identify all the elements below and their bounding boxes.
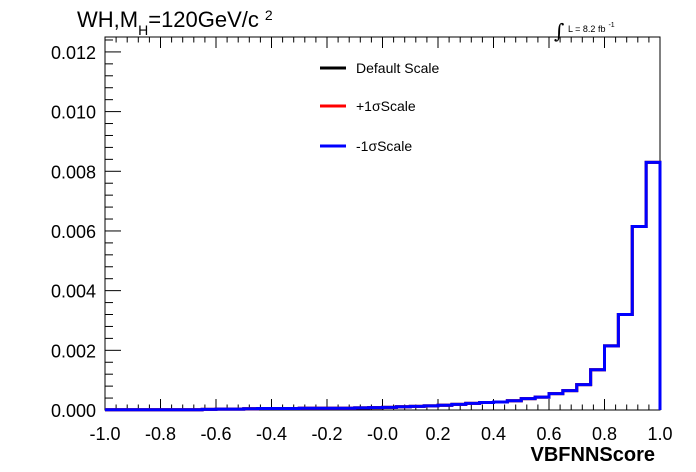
plot-frame — [104, 36, 661, 411]
x-tick-label: -0.2 — [311, 424, 342, 444]
x-tick-label: 0.4 — [481, 424, 506, 444]
x-tick-label: -0.4 — [256, 424, 287, 444]
legend-label: -1σScale — [356, 138, 412, 154]
title-value: =120GeV/c — [148, 7, 259, 32]
y-tick-label: 0.010 — [51, 103, 96, 123]
series-1-line — [105, 160, 662, 412]
x-tick-label: -1.0 — [89, 424, 120, 444]
luminosity-label: L = 8.2 fb -1 — [568, 22, 615, 34]
x-axis-ticks — [104, 37, 661, 410]
series-2-line — [105, 160, 662, 412]
y-tick-label: 0.006 — [51, 222, 96, 242]
title-superscript: 2 — [265, 7, 273, 23]
y-tick-label: 0.004 — [51, 282, 96, 302]
y-tick-label: 0.012 — [51, 43, 96, 63]
legend: Default Scale +1σScale -1σScale — [320, 60, 439, 154]
x-tick-label: -0.8 — [145, 424, 176, 444]
series-layer — [105, 160, 662, 412]
luminosity-superscript: -1 — [608, 22, 614, 29]
luminosity-text: L = 8.2 fb — [568, 24, 605, 34]
x-tick-label: 0.8 — [592, 424, 617, 444]
y-axis-tick-labels: 0.000 0.002 0.004 0.006 0.008 0.010 0.012 — [51, 43, 96, 421]
x-axis-tick-labels: -1.0 -0.8 -0.6 -0.4 -0.2 -0.0 0.2 0.4 0.6 0.8 1.0 — [89, 424, 672, 444]
y-axis-ticks — [105, 39, 121, 411]
title-prefix: WH,M — [77, 7, 138, 32]
x-tick-label: 0.2 — [425, 424, 450, 444]
title-subscript: H — [138, 22, 148, 38]
x-tick-label: -0.6 — [200, 424, 231, 444]
y-tick-label: 0.008 — [51, 162, 96, 182]
legend-label: +1σScale — [356, 98, 416, 114]
y-tick-label: 0.000 — [51, 401, 96, 421]
y-tick-label: 0.002 — [51, 341, 96, 361]
x-tick-label: -0.0 — [367, 424, 398, 444]
luminosity-integral: ∫ — [554, 19, 564, 43]
x-tick-label: 1.0 — [647, 424, 672, 444]
chart-title: WH,MH=120GeV/c 2 — [77, 7, 273, 38]
series-0-line — [105, 160, 662, 412]
legend-label: Default Scale — [356, 60, 439, 76]
x-axis-title: VBFNNScore — [531, 444, 655, 466]
x-tick-label: 0.6 — [536, 424, 561, 444]
